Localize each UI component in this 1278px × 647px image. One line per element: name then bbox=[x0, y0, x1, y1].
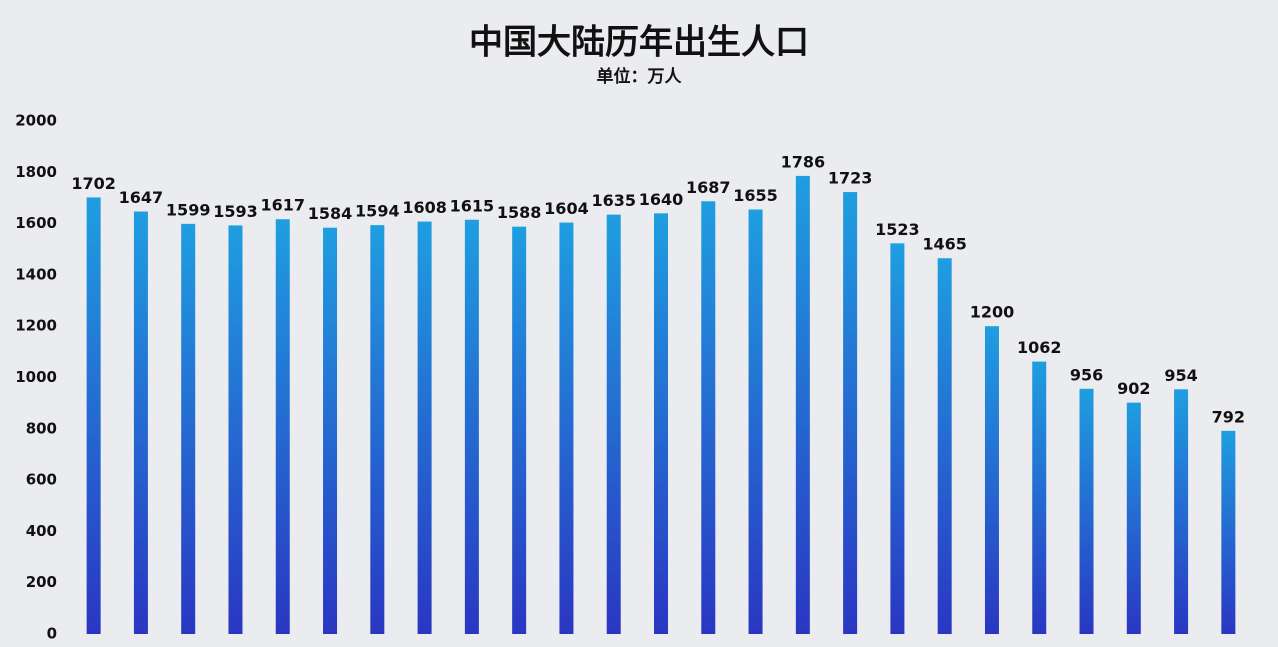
bar bbox=[654, 213, 668, 634]
bar bbox=[1221, 430, 1236, 634]
data-label: 1200 bbox=[970, 303, 1015, 322]
bar bbox=[984, 326, 999, 634]
y-tick-label: 1800 bbox=[15, 163, 57, 181]
data-label: 792 bbox=[1212, 407, 1245, 426]
y-tick-label: 400 bbox=[26, 522, 57, 540]
y-tick-label: 600 bbox=[26, 471, 57, 489]
data-label: 1640 bbox=[639, 190, 684, 209]
data-label: 1588 bbox=[497, 203, 542, 222]
y-tick-label: 200 bbox=[26, 573, 57, 591]
bar bbox=[228, 225, 243, 634]
bar bbox=[890, 243, 905, 634]
bar bbox=[181, 223, 196, 634]
data-label: 1594 bbox=[355, 202, 400, 221]
bar bbox=[1174, 389, 1189, 634]
data-label: 956 bbox=[1070, 365, 1103, 384]
data-label: 1702 bbox=[71, 174, 116, 193]
y-tick-label: 800 bbox=[26, 419, 57, 437]
y-tick-label: 1600 bbox=[15, 214, 57, 232]
bar bbox=[464, 219, 479, 634]
bar bbox=[1126, 402, 1141, 634]
data-label: 1062 bbox=[1017, 338, 1062, 357]
data-label: 1604 bbox=[544, 199, 589, 218]
bar bbox=[323, 227, 338, 635]
data-label: 1635 bbox=[591, 191, 636, 210]
bar bbox=[133, 211, 148, 634]
chart-subtitle: 单位：万人 bbox=[597, 66, 683, 87]
data-label: 1687 bbox=[686, 178, 731, 197]
bar bbox=[843, 192, 858, 634]
y-tick-label: 2000 bbox=[15, 112, 57, 130]
data-label: 1593 bbox=[213, 202, 258, 221]
data-label: 902 bbox=[1117, 379, 1150, 398]
bar bbox=[86, 197, 101, 634]
data-label: 1608 bbox=[402, 198, 447, 217]
bar bbox=[370, 225, 385, 635]
bar bbox=[748, 209, 763, 634]
bar bbox=[937, 258, 952, 634]
data-label: 1599 bbox=[166, 200, 211, 219]
data-label: 1465 bbox=[922, 235, 967, 254]
bar bbox=[275, 219, 290, 634]
chart-title: 中国大陆历年出生人口 bbox=[469, 23, 809, 63]
bar bbox=[559, 222, 574, 634]
bar bbox=[512, 226, 527, 635]
y-tick-label: 1200 bbox=[15, 317, 57, 335]
bar bbox=[606, 214, 621, 634]
data-label: 1584 bbox=[308, 204, 353, 223]
data-label: 1523 bbox=[875, 220, 920, 239]
data-label: 1647 bbox=[119, 188, 164, 207]
data-label: 1786 bbox=[781, 152, 826, 171]
data-label: 1655 bbox=[733, 186, 778, 205]
data-label: 1615 bbox=[450, 196, 495, 215]
bar bbox=[1079, 388, 1094, 634]
bar bbox=[701, 201, 716, 635]
data-label: 1723 bbox=[828, 169, 873, 188]
data-label: 954 bbox=[1164, 366, 1197, 385]
data-label: 1617 bbox=[260, 196, 305, 215]
y-tick-label: 1400 bbox=[15, 265, 57, 283]
y-tick-label: 0 bbox=[47, 625, 57, 643]
y-tick-label: 1000 bbox=[15, 368, 57, 386]
bar bbox=[1032, 361, 1047, 634]
bar bbox=[795, 175, 810, 635]
bar bbox=[417, 221, 432, 634]
